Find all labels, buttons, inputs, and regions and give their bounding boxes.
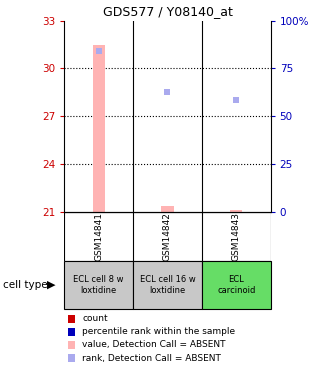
Title: GDS577 / Y08140_at: GDS577 / Y08140_at [103, 5, 232, 18]
Bar [133, 261, 202, 309]
Bar [64, 261, 133, 309]
Text: ECL
carcinoid: ECL carcinoid [217, 275, 255, 295]
Text: GSM14841: GSM14841 [94, 212, 103, 261]
Bar [92, 45, 105, 212]
Text: ECL cell 8 w
loxtidine: ECL cell 8 w loxtidine [74, 275, 124, 295]
Text: GSM14842: GSM14842 [163, 212, 172, 261]
Text: cell type: cell type [3, 280, 48, 290]
Bar [161, 206, 174, 212]
Text: value, Detection Call = ABSENT: value, Detection Call = ABSENT [82, 340, 226, 350]
Text: GSM14843: GSM14843 [232, 212, 241, 261]
Text: ▶: ▶ [47, 280, 55, 290]
Text: rank, Detection Call = ABSENT: rank, Detection Call = ABSENT [82, 354, 221, 363]
Text: percentile rank within the sample: percentile rank within the sample [82, 327, 236, 336]
Text: count: count [82, 314, 108, 323]
Text: ECL cell 16 w
loxtidine: ECL cell 16 w loxtidine [140, 275, 195, 295]
Bar [202, 261, 271, 309]
Bar [230, 210, 243, 212]
